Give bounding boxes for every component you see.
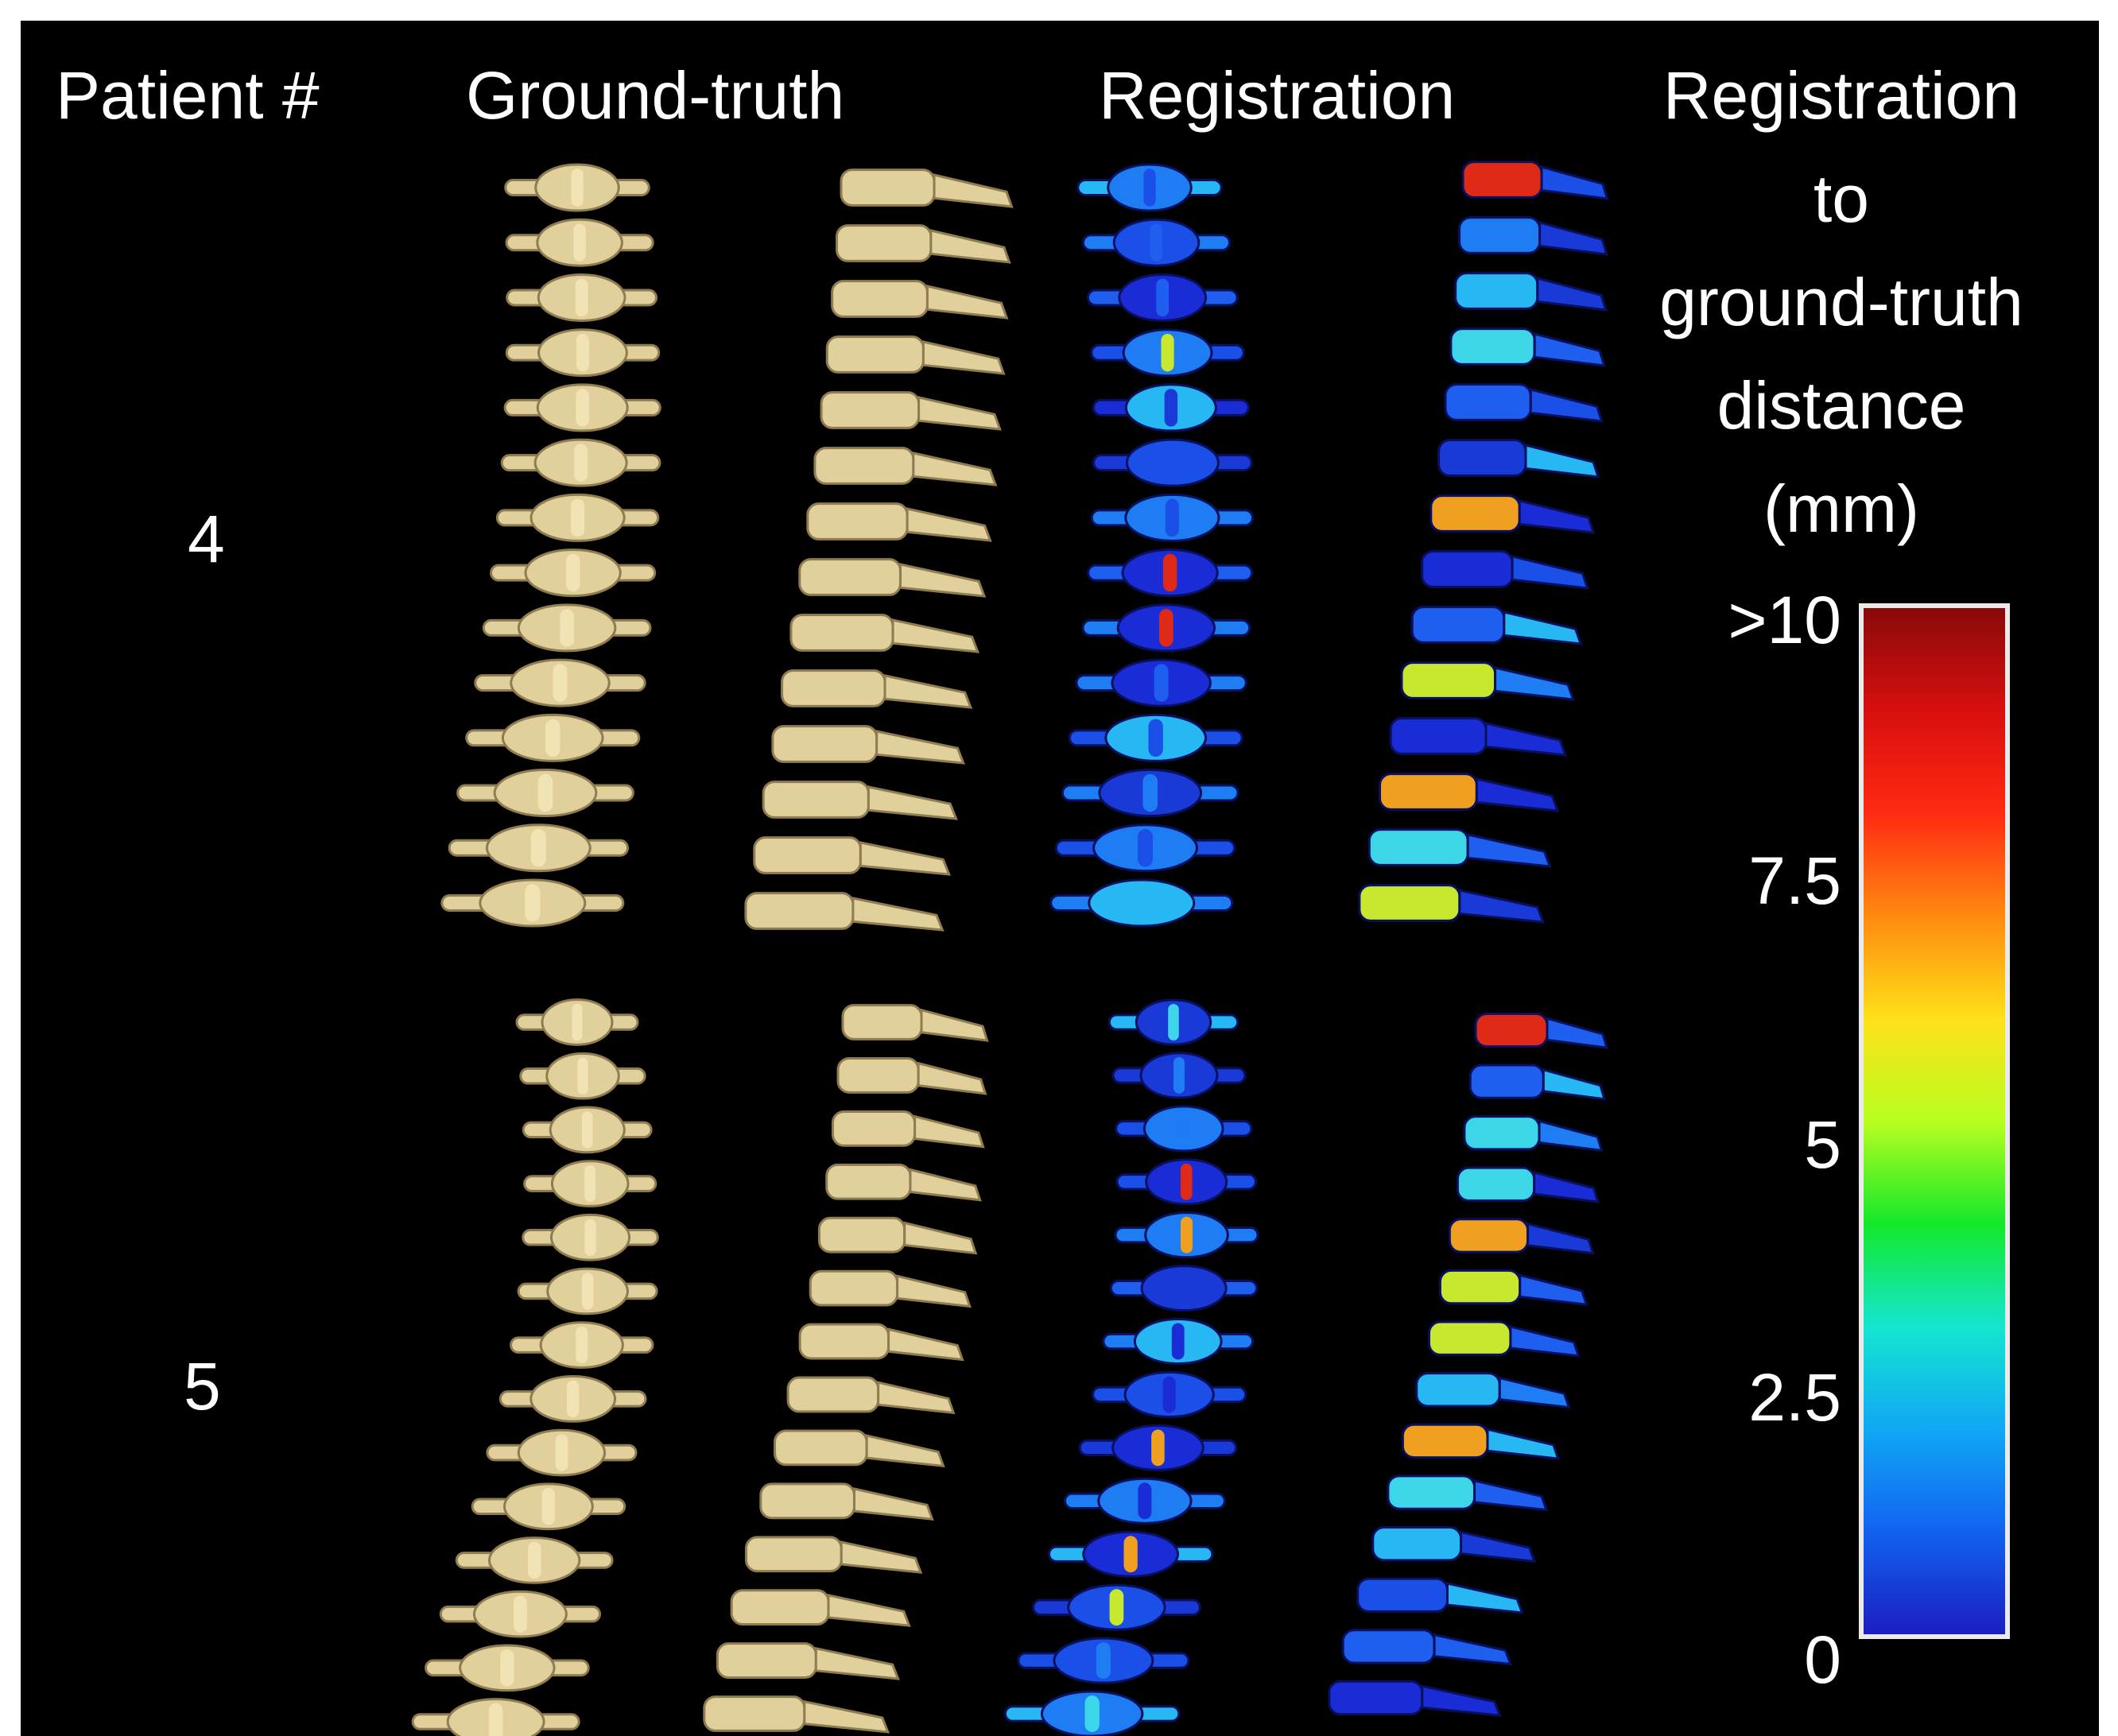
- figure-canvas: Patient # Ground-truth Registration Regi…: [21, 21, 2099, 1736]
- colorbar-tick-label: 7.5: [1748, 843, 1841, 918]
- colorbar-tick-label: 5: [1804, 1107, 1841, 1182]
- colorbar-tick-label: 0: [1804, 1622, 1841, 1697]
- patient-id-row-2: 5: [184, 1349, 221, 1424]
- spine-renderings: [411, 161, 1609, 1736]
- distance-title: Registration to ground-truth distance (m…: [1579, 62, 2104, 579]
- distance-title-line: ground-truth: [1659, 265, 2023, 339]
- distance-title-line: Registration: [1662, 58, 2020, 133]
- colorbar-gradient: [1864, 608, 2005, 1634]
- patient-id-row-1: 4: [188, 502, 225, 576]
- reg-back-spine-row-2: [1003, 998, 1259, 1736]
- reg-side-spine-row-1: [1358, 161, 1609, 924]
- gt-back-spine-row-1: [440, 163, 661, 928]
- header-patient: Patient #: [56, 58, 320, 133]
- colorbar-tick-label: 2.5: [1748, 1360, 1841, 1435]
- distance-title-line: (mm): [1763, 471, 1919, 546]
- gt-back-spine-row-2: [411, 998, 659, 1736]
- reg-back-spine-row-1: [1049, 163, 1255, 928]
- reg-side-spine-row-2: [1328, 1012, 1609, 1717]
- distance-title-line: to: [1813, 161, 1870, 236]
- colorbar-tick-label: >10: [1728, 583, 1842, 657]
- gt-side-spine-row-2: [703, 1004, 989, 1734]
- gt-side-spine-row-1: [744, 169, 1014, 932]
- header-registration: Registration: [1099, 58, 1456, 133]
- distance-colorbar: [1859, 603, 2010, 1639]
- header-ground-truth: Ground-truth: [466, 58, 845, 133]
- distance-title-line: distance: [1717, 368, 1966, 443]
